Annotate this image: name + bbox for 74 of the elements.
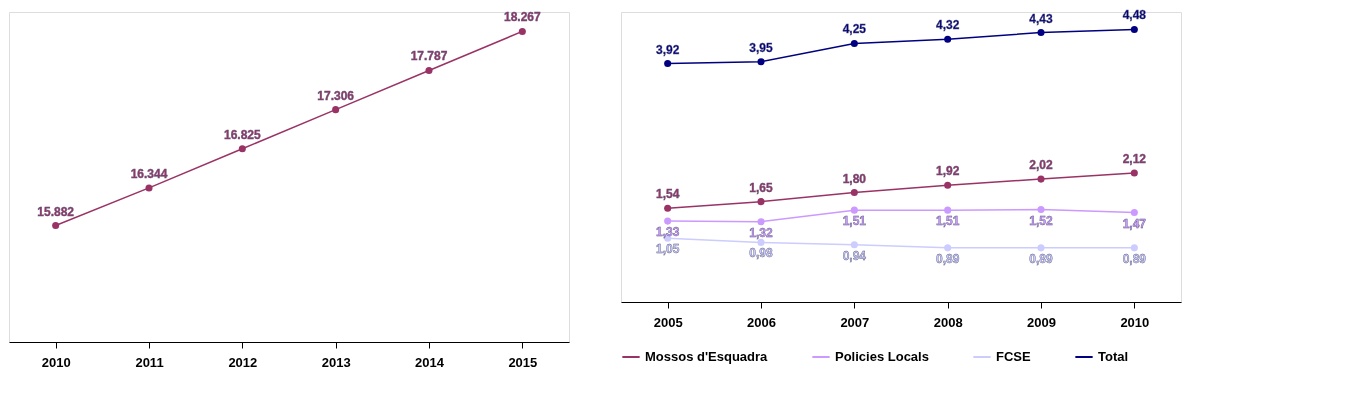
point — [1130, 169, 1138, 177]
point — [757, 58, 765, 66]
data-label: 3,92 — [655, 42, 680, 57]
data-label: 1,51 — [935, 214, 960, 229]
point — [757, 198, 765, 206]
data-label: 1,65 — [749, 180, 773, 195]
data-label: 0,98 — [749, 246, 773, 261]
x-tick-label: 2011 — [135, 354, 164, 370]
data-label: 1,54 — [655, 187, 680, 202]
x-tick-label: 2015 — [508, 354, 538, 370]
point — [850, 188, 858, 197]
point — [1037, 244, 1045, 252]
data-label: 4,43 — [1029, 11, 1053, 26]
x-tick-label: 2013 — [321, 354, 351, 370]
data-label: 16.344 — [130, 166, 168, 181]
x-tick-label: 2012 — [228, 354, 258, 370]
x-tick-label: 2008 — [933, 314, 963, 330]
x-tick-label: 2014 — [415, 354, 445, 370]
data-label: 4,48 — [1122, 8, 1147, 23]
x-tick-label: 2007 — [840, 314, 870, 330]
data-label: 3,95 — [749, 40, 773, 55]
data-label: 15.882 — [37, 204, 75, 219]
data-label: 4,32 — [935, 18, 960, 33]
point — [664, 217, 672, 225]
point — [664, 204, 672, 212]
point — [1130, 244, 1138, 252]
point — [1037, 175, 1045, 183]
legend-label: Policies Locals — [835, 349, 929, 364]
data-label: 18.267 — [503, 10, 542, 25]
data-label: 0,89 — [935, 251, 960, 266]
data-label: 2,02 — [1029, 158, 1053, 173]
point — [664, 60, 672, 68]
x-tick-label: 2010 — [1120, 314, 1150, 330]
point — [944, 181, 952, 189]
data-label: 17.787 — [410, 49, 448, 64]
data-label: 1,80 — [842, 171, 867, 186]
data-label: 0,94 — [842, 248, 867, 263]
point — [425, 66, 433, 75]
data-label: 16.825 — [223, 127, 262, 142]
point — [145, 184, 153, 192]
data-label: 17.306 — [317, 88, 355, 103]
point — [332, 106, 340, 114]
data-label: 0,89 — [1122, 251, 1147, 266]
point — [52, 222, 60, 230]
point — [850, 39, 858, 47]
point — [850, 241, 858, 249]
point — [238, 145, 246, 153]
data-label: 1,52 — [1029, 213, 1053, 228]
data-label: 0,89 — [1029, 251, 1053, 266]
data-label: 1,47 — [1122, 216, 1147, 231]
point — [1130, 25, 1138, 33]
data-label: 1,05 — [655, 242, 680, 257]
point — [518, 27, 526, 35]
x-tick-label: 2009 — [1027, 314, 1056, 330]
point — [1037, 28, 1045, 37]
data-label: 2,12 — [1122, 152, 1147, 167]
data-label: 1,32 — [749, 225, 773, 240]
data-label: 1,33 — [655, 225, 680, 240]
legend-label: Mossos d'Esquadra — [645, 349, 769, 364]
x-tick-label: 2010 — [41, 354, 71, 370]
legend-label: Total — [1098, 349, 1129, 364]
point — [757, 218, 765, 226]
point — [1130, 209, 1138, 217]
point — [850, 206, 858, 214]
point — [1037, 206, 1045, 214]
x-tick-label: 2006 — [747, 314, 776, 330]
data-label: 4,25 — [842, 22, 867, 37]
data-label: 1,92 — [935, 164, 960, 179]
legend-label: FCSE — [996, 349, 1031, 364]
data-label: 1,51 — [842, 214, 867, 229]
point — [944, 206, 952, 214]
point — [944, 244, 952, 252]
x-tick-label: 2005 — [653, 314, 683, 330]
point — [944, 35, 952, 43]
